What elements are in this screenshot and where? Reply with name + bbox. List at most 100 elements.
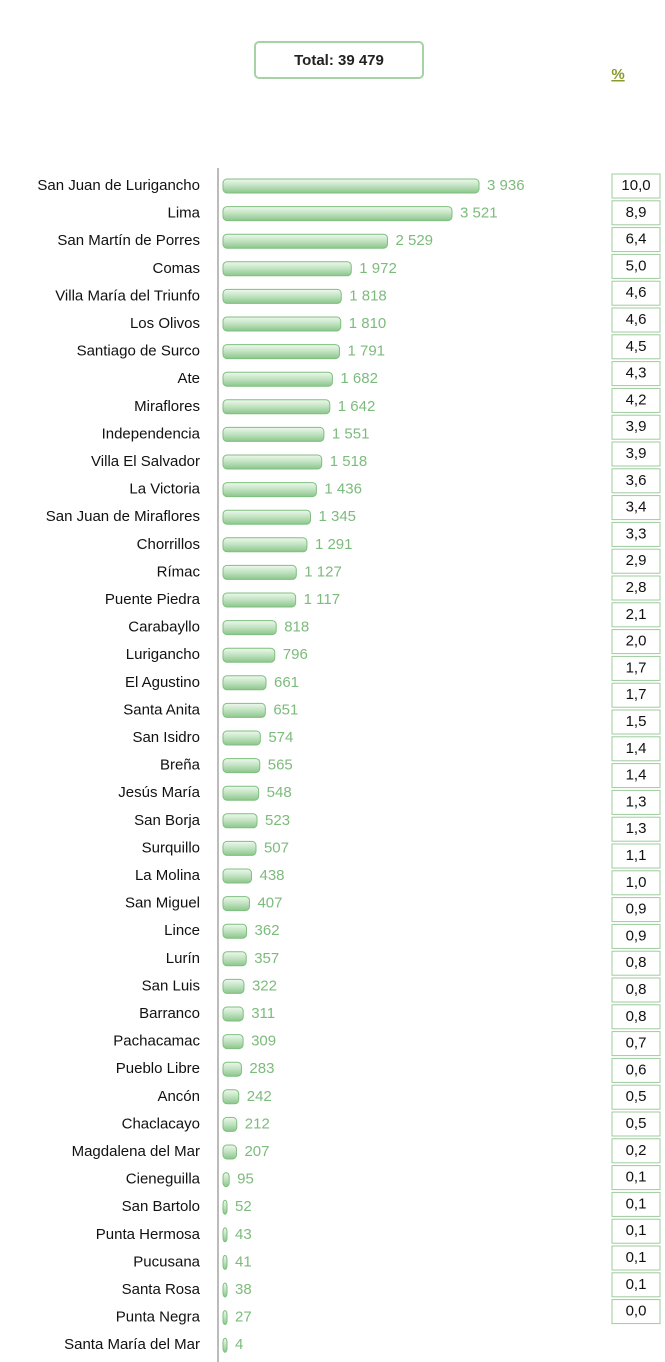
bar: [222, 1144, 237, 1160]
value-label: 1 818: [349, 287, 387, 304]
bar: [222, 261, 352, 277]
value-label: 212: [245, 1115, 270, 1132]
percent-label: 0,1: [626, 1195, 647, 1212]
category-label: Pachacamac: [113, 1033, 200, 1050]
bar: [222, 178, 480, 194]
percent-label: 0,1: [626, 1276, 647, 1293]
percent-label: 8,9: [626, 204, 647, 221]
percent-label: 1,0: [626, 874, 647, 891]
percent-box: [611, 334, 661, 360]
percent-label: 3,3: [626, 525, 647, 542]
category-label: San Bartolo: [122, 1198, 200, 1215]
percent-label: 0,8: [626, 1008, 647, 1025]
percent-box: [611, 521, 661, 547]
percent-box: [611, 414, 661, 440]
percent-label: 1,3: [626, 820, 647, 837]
percent-label: 4,2: [626, 391, 647, 408]
value-label: 3 521: [460, 205, 498, 222]
percent-label: 4,5: [626, 338, 647, 355]
bar: [222, 592, 297, 608]
category-label: Miraflores: [134, 398, 200, 415]
value-label: 1 117: [304, 591, 340, 608]
percent-box: [611, 1165, 661, 1191]
category-label: Magdalena del Mar: [72, 1143, 200, 1160]
percent-box: [611, 227, 661, 253]
bar: [222, 344, 340, 360]
percent-label: 1,7: [626, 686, 647, 703]
category-label: Breña: [160, 757, 201, 774]
value-label: 1 682: [340, 370, 378, 387]
value-label: 1 291: [315, 536, 353, 553]
percent-box: [611, 816, 661, 842]
total-box: [254, 41, 424, 79]
category-label: La Victoria: [129, 481, 200, 498]
value-label: 95: [237, 1171, 254, 1188]
percent-label: 0,8: [626, 954, 647, 971]
bar: [222, 509, 311, 525]
bar: [222, 840, 257, 856]
value-label: 1 436: [324, 481, 362, 498]
percent-box: [611, 361, 661, 387]
percent-box: [611, 1031, 661, 1057]
bar: [222, 1089, 240, 1105]
percent-box: [611, 950, 661, 976]
value-label: 27: [235, 1309, 252, 1326]
bar: [222, 730, 261, 746]
value-label: 207: [244, 1143, 269, 1160]
bar: [222, 371, 333, 387]
percent-label: 1,1: [626, 847, 647, 864]
category-label: Cieneguilla: [126, 1171, 201, 1188]
value-label: 52: [235, 1198, 252, 1215]
percent-box: [611, 789, 661, 815]
category-label: Villa El Salvador: [91, 453, 200, 470]
percent-label: 2,8: [626, 579, 647, 596]
percent-box: [611, 682, 661, 708]
percent-label: 3,9: [626, 445, 647, 462]
category-label: Rímac: [157, 563, 201, 580]
bar: [222, 288, 342, 304]
percent-label: 0,6: [626, 1061, 647, 1078]
bar: [222, 1172, 230, 1188]
value-label: 548: [267, 784, 292, 801]
bar: [222, 233, 388, 249]
percent-label: 0,1: [626, 1169, 647, 1186]
category-label: Pucusana: [133, 1253, 200, 1270]
percent-label: 0,0: [626, 1303, 647, 1320]
percent-label: 0,7: [626, 1035, 647, 1052]
percent-label: 10,0: [621, 177, 650, 194]
value-label: 357: [254, 950, 279, 967]
percent-box: [611, 495, 661, 521]
category-label: Lurín: [166, 950, 200, 967]
percent-label: 0,2: [626, 1142, 647, 1159]
bar: [222, 785, 260, 801]
category-label: Barranco: [139, 1005, 200, 1022]
percent-box: [611, 253, 661, 279]
value-label: 362: [255, 922, 280, 939]
percent-box: [611, 1111, 661, 1137]
value-label: 438: [259, 867, 284, 884]
percent-label: 3,4: [626, 499, 647, 516]
value-label: 41: [235, 1253, 252, 1270]
value-label: 1 972: [359, 260, 397, 277]
category-label: Puente Piedra: [105, 591, 201, 608]
bar: [222, 316, 342, 332]
category-label: San Luis: [142, 977, 200, 994]
value-label: 574: [268, 729, 293, 746]
bar: [222, 923, 248, 939]
percent-box: [611, 1245, 661, 1271]
percent-label: 2,0: [626, 633, 647, 650]
percent-box: [611, 1272, 661, 1298]
category-label: La Molina: [135, 867, 201, 884]
value-label: 796: [283, 646, 308, 663]
bar: [222, 978, 245, 994]
category-label: San Borja: [134, 812, 201, 829]
value-label: 661: [274, 674, 299, 691]
category-label: Independencia: [102, 425, 201, 442]
value-label: 523: [265, 812, 290, 829]
percent-label: 2,1: [626, 606, 647, 623]
bar: [222, 1116, 238, 1132]
percent-box: [611, 655, 661, 681]
value-label: 1 810: [349, 315, 387, 332]
percent-label: 1,7: [626, 659, 647, 676]
